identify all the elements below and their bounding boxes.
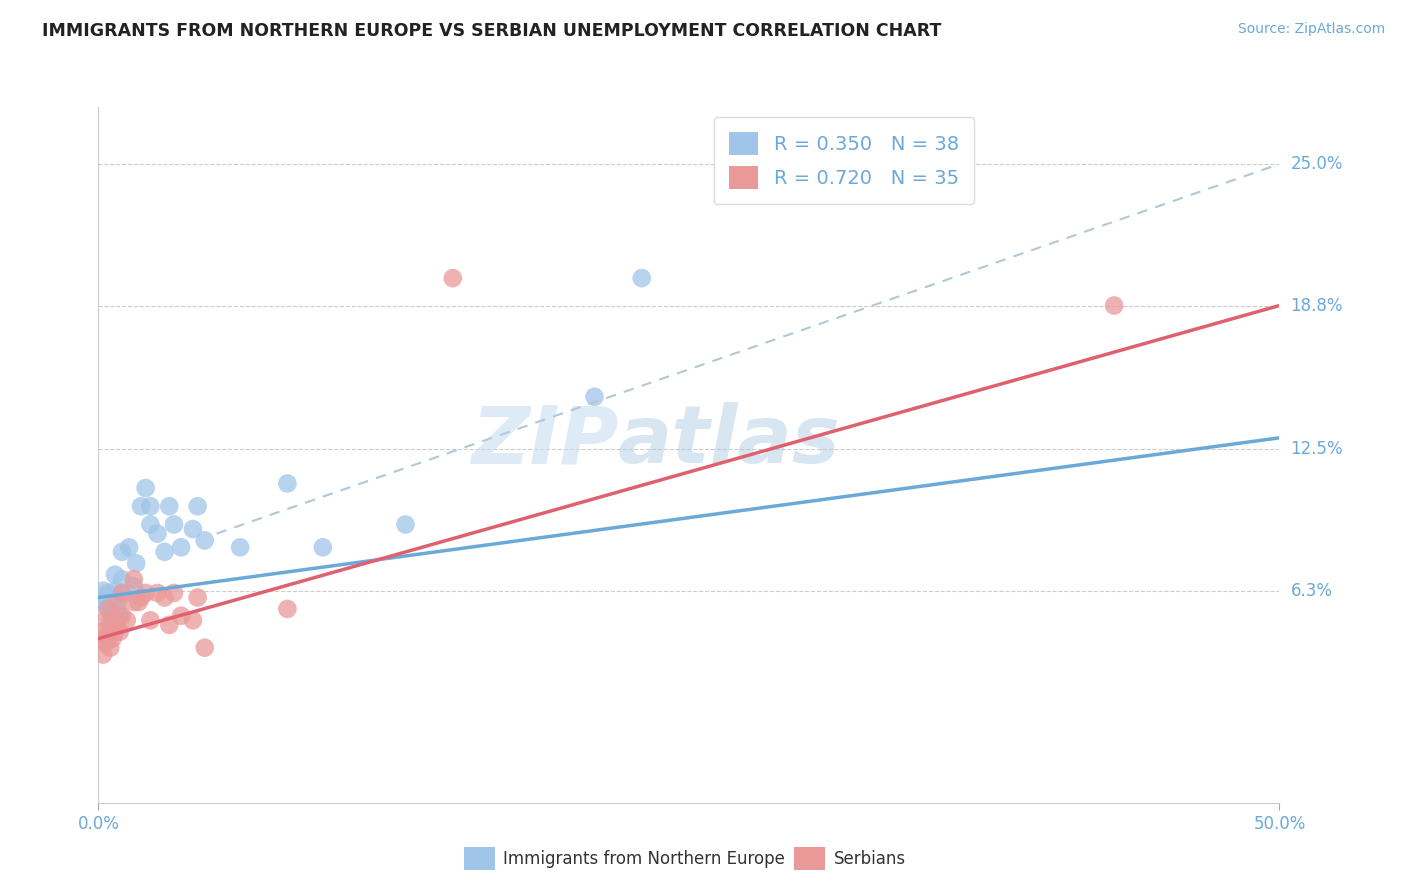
Point [91,648,114,662]
Point [98,624,121,639]
Point [94,636,117,650]
Text: Source: ZipAtlas.com: Source: ZipAtlas.com [1237,22,1385,37]
Point [101,632,124,646]
Point [146,586,169,600]
Point [111,586,134,600]
Point [312,541,335,555]
Point [128,595,150,609]
Point [122,579,145,593]
Point [108,624,131,639]
Text: 12.5%: 12.5% [1291,441,1343,458]
Point [97,602,120,616]
Point [583,390,606,404]
Point [276,602,298,616]
Point [105,591,128,605]
Point [105,618,128,632]
Point [153,545,176,559]
Point [101,602,124,616]
Point [170,541,193,555]
Point [135,586,157,600]
Point [276,476,298,491]
Point [229,541,252,555]
Point [98,613,121,627]
Point [104,567,127,582]
Legend: R = 0.350   N = 38, R = 0.720   N = 35: R = 0.350 N = 38, R = 0.720 N = 35 [713,117,974,204]
Point [118,541,141,555]
Point [139,613,162,627]
Point [122,572,145,586]
Point [187,500,209,514]
Text: 6.3%: 6.3% [1291,582,1333,599]
Text: 25.0%: 25.0% [1291,155,1343,173]
Text: Serbians: Serbians [834,849,905,868]
Point [104,583,127,598]
Point [194,640,217,655]
Point [153,591,176,605]
Point [630,271,652,285]
Point [101,613,124,627]
Text: Immigrants from Northern Europe: Immigrants from Northern Europe [503,849,785,868]
Point [125,556,148,570]
Point [146,526,169,541]
Point [105,595,128,609]
Point [129,500,152,514]
Point [170,608,193,623]
Point [1102,298,1125,312]
Point [115,586,138,600]
Point [157,500,180,514]
Point [91,624,114,639]
Point [111,545,134,559]
Point [111,608,134,623]
Point [194,533,217,548]
Point [101,591,124,605]
Point [129,591,152,605]
Text: IMMIGRANTS FROM NORTHERN EUROPE VS SERBIAN UNEMPLOYMENT CORRELATION CHART: IMMIGRANTS FROM NORTHERN EUROPE VS SERBI… [42,22,942,40]
Point [105,602,128,616]
Point [163,586,186,600]
Point [157,618,180,632]
Point [91,583,114,598]
Point [97,602,120,616]
Point [139,517,162,532]
Point [94,613,117,627]
Point [394,517,416,532]
Point [111,572,134,586]
Point [187,591,209,605]
Point [97,632,120,646]
Point [97,586,120,600]
Point [163,517,186,532]
Text: ZIP: ZIP [471,402,619,480]
Text: atlas: atlas [619,402,841,480]
Point [98,595,121,609]
Point [135,481,157,495]
Point [139,500,162,514]
Point [94,595,117,609]
Point [181,613,204,627]
Point [94,591,117,605]
Point [98,640,121,655]
Point [104,624,127,639]
Point [181,522,204,536]
Point [115,613,138,627]
Point [122,595,145,609]
Point [441,271,464,285]
Point [90,632,112,646]
Point [108,608,131,623]
Text: 18.8%: 18.8% [1291,296,1343,315]
